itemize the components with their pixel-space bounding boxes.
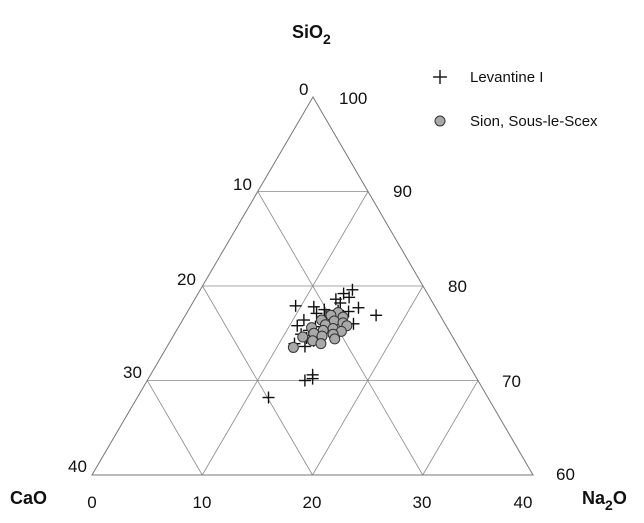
sio2-label-base: SiO [292,22,323,42]
component-labels: SiO2 CaO Na2O [10,22,627,513]
sio2-tick-60: 60 [556,465,575,484]
legend-circle-marker [434,115,446,127]
levantine-point [297,314,310,327]
legend-plus-marker [433,70,447,84]
levantine-point [343,291,356,304]
sion-point [297,331,309,343]
grid-line-na2o-10 [201,191,369,476]
cao-label: CaO [10,488,47,508]
sion-point [329,333,341,345]
sion-point [315,338,327,350]
sio2-tick-80: 80 [448,277,467,296]
data-points [262,283,383,404]
na2o-tick-30: 30 [413,493,432,512]
levantine-point [352,301,365,314]
na2o-tick-20: 20 [303,493,322,512]
levantine-point [334,297,347,310]
sio2-tick-70: 70 [502,372,521,391]
triangle-frame [91,96,534,476]
sio2-tick-90: 90 [393,182,412,201]
levantine-point [291,319,304,332]
sio2-label: SiO2 [292,22,331,47]
cao-tick-0: 0 [299,80,308,99]
levantine-point [298,374,311,387]
levantine-point [298,340,311,353]
na2o-label-sub: 2 [605,497,613,513]
levantine-point [370,309,383,322]
sio2-tick-100: 100 [339,89,367,108]
na2o-tick-40: 40 [514,493,533,512]
sio2-label-sub: 2 [323,31,331,47]
cao-tick-10: 10 [233,175,252,194]
levantine-point [342,305,355,318]
grid-line-cao-20 [202,285,313,476]
na2o-label-tail: O [613,488,627,508]
legend-label-levantine: Levantine I [470,69,543,86]
levantine-point [306,372,319,385]
sion-point [287,341,299,353]
na2o-label: Na2O [582,488,627,513]
na2o-label-base: Na [582,488,606,508]
levantine-point [318,303,331,316]
levantine-point [307,300,320,313]
cao-tick-40: 40 [68,457,87,476]
legend: Levantine I Sion, Sous-le-Scex [433,69,598,130]
grid-line-na2o-30 [422,380,479,476]
na2o-tick-10: 10 [193,493,212,512]
na2o-tick-0: 0 [87,493,96,512]
levantine-point [262,391,275,404]
cao-tick-20: 20 [177,270,196,289]
legend-label-sion: Sion, Sous-le-Scex [470,113,598,130]
cao-tick-30: 30 [123,363,142,382]
levantine-point [346,283,359,296]
grid-line-cao-30 [146,380,203,476]
tick-labels: 0 10 20 30 40 0 10 20 30 40 100 90 80 70… [68,80,575,512]
levantine-point [310,307,323,320]
levantine-point [289,299,302,312]
